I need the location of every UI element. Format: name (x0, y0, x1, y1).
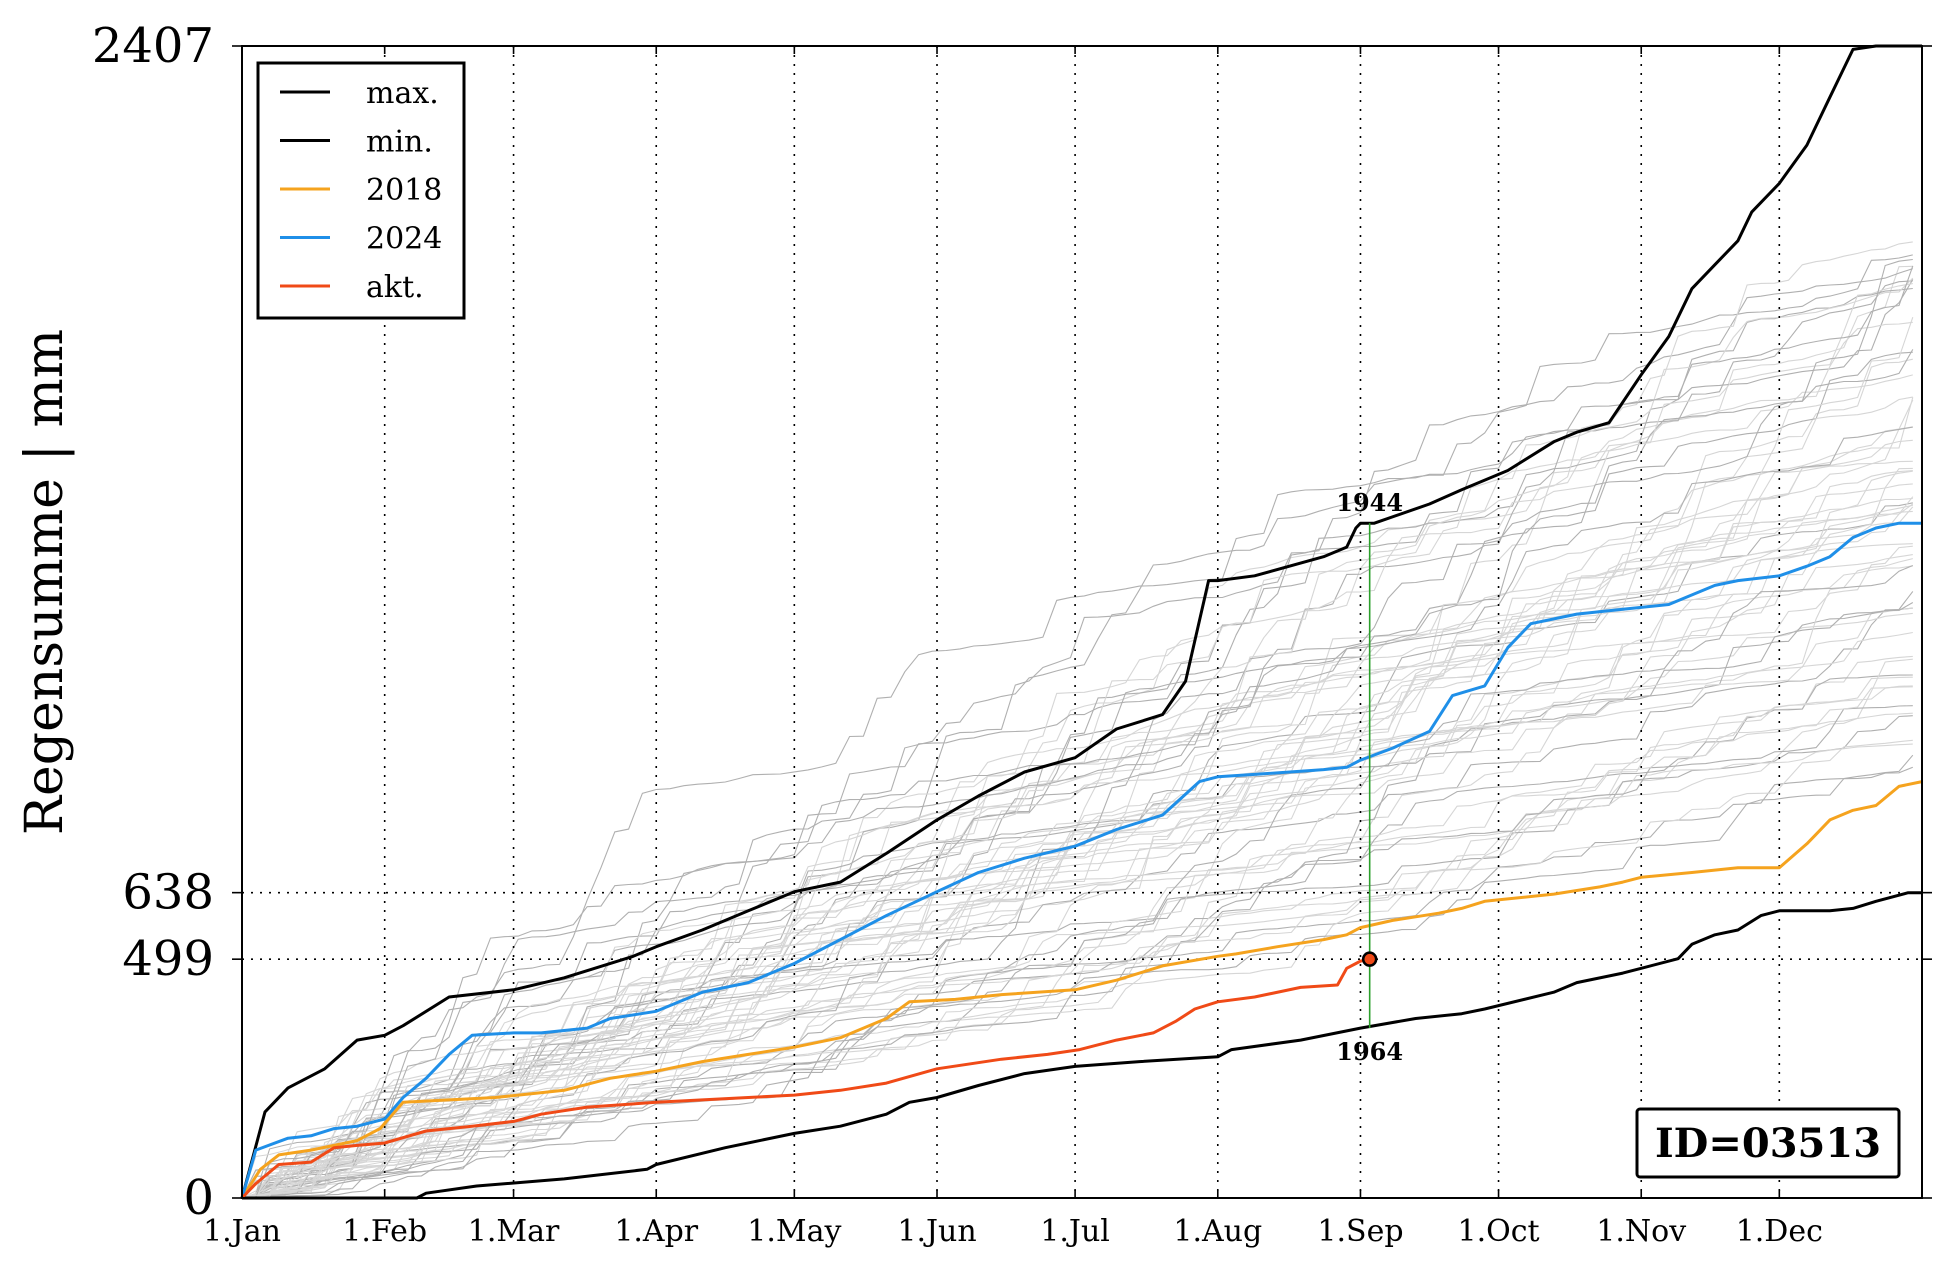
background-year-line (241, 631, 1913, 1199)
background-year-line (241, 426, 1913, 1199)
current-value-marker (1361, 951, 1378, 967)
background-year-line (241, 712, 1913, 1199)
legend-label: akt. (366, 270, 424, 305)
background-year-line (241, 279, 1914, 1199)
annotation-min-year: 1964 (1336, 1037, 1403, 1066)
y-tick-label: 2407 (92, 18, 214, 74)
background-year-lines (241, 241, 1914, 1199)
series-line-2018 (240, 780, 1923, 1199)
y-tick-label: 499 (122, 931, 214, 987)
background-year-line (241, 506, 1914, 1199)
background-year-line (241, 268, 1913, 1199)
background-year-line (241, 612, 1913, 1199)
background-year-line (241, 496, 1914, 1199)
legend-label: max. (366, 76, 439, 111)
background-year-line (241, 565, 1913, 1199)
background-year-line (241, 655, 1913, 1199)
background-year-line (241, 397, 1914, 1199)
legend-label: min. (366, 125, 433, 160)
background-year-line (241, 715, 1913, 1199)
series-line-2024 (240, 521, 1922, 1199)
background-year-line (241, 545, 1913, 1199)
station-id-box: ID=03513 (1635, 1107, 1901, 1179)
axis-ticks: 1.Jan 1.Feb 1.Mar 1.Apr 1.May 1.Jun 1.Jul 1.Aug… (92, 18, 1932, 1249)
background-year-line (241, 607, 1913, 1199)
background-year-line (241, 739, 1913, 1199)
background-year-line (241, 705, 1913, 1199)
x-tick-label: 1.Nov (1596, 1214, 1686, 1249)
background-year-line (241, 265, 1914, 1199)
legend-label: 2018 (366, 173, 442, 208)
background-year-line (241, 396, 1913, 1199)
series-line-min (242, 891, 1922, 1200)
series-line-akt (240, 957, 1371, 1200)
background-year-line (241, 467, 1913, 1199)
series-line-max (240, 44, 1922, 1199)
x-tick-label: 1.Aug (1173, 1214, 1262, 1249)
annotation-max-year: 1944 (1336, 488, 1403, 517)
background-year-line (241, 317, 1914, 1199)
y-tick-label: 0 (183, 1170, 214, 1226)
x-tick-label: 1.Oct (1458, 1214, 1540, 1249)
background-year-line (241, 358, 1913, 1199)
background-year-line (241, 564, 1914, 1199)
x-tick-label: 1.Sep (1317, 1214, 1403, 1249)
background-year-line (241, 241, 1913, 1199)
background-year-line (241, 258, 1913, 1199)
x-tick-label: 1.Mar (468, 1214, 560, 1249)
background-year-line (241, 685, 1913, 1199)
background-year-line (241, 254, 1913, 1199)
x-tick-label: 1.Jul (1040, 1214, 1110, 1249)
background-year-line (241, 469, 1913, 1199)
x-tick-label: 1.May (747, 1214, 841, 1249)
station-id-text: ID=03513 (1655, 1120, 1881, 1167)
legend: max. min. 2018 2024 akt. (256, 61, 466, 320)
plot-frame (241, 45, 1923, 1199)
background-year-line (241, 658, 1913, 1199)
background-year-line (241, 399, 1914, 1199)
background-year-line (241, 265, 1913, 1199)
annotations: 1944 1964 (1336, 488, 1403, 1066)
x-tick-label: 1.Feb (342, 1214, 427, 1249)
background-year-line (241, 754, 1914, 1199)
x-tick-label: 1.Jun (897, 1214, 976, 1249)
x-tick-label: 1.Jan (203, 1214, 281, 1249)
x-tick-label: 1.Dec (1736, 1214, 1823, 1249)
background-year-line (241, 321, 1913, 1199)
legend-label: 2024 (366, 222, 442, 257)
grid-lines (242, 46, 1922, 1198)
background-year-line (241, 554, 1913, 1199)
background-year-line (241, 674, 1913, 1199)
series-lines (240, 44, 1923, 1200)
background-year-line (241, 607, 1913, 1199)
background-year-line (241, 686, 1913, 1199)
y-tick-label: 638 (122, 865, 214, 921)
y-axis-label: Regensumme | mm (15, 329, 75, 835)
x-tick-label: 1.Apr (614, 1214, 698, 1249)
background-year-line (241, 280, 1913, 1199)
background-year-line (241, 510, 1913, 1199)
